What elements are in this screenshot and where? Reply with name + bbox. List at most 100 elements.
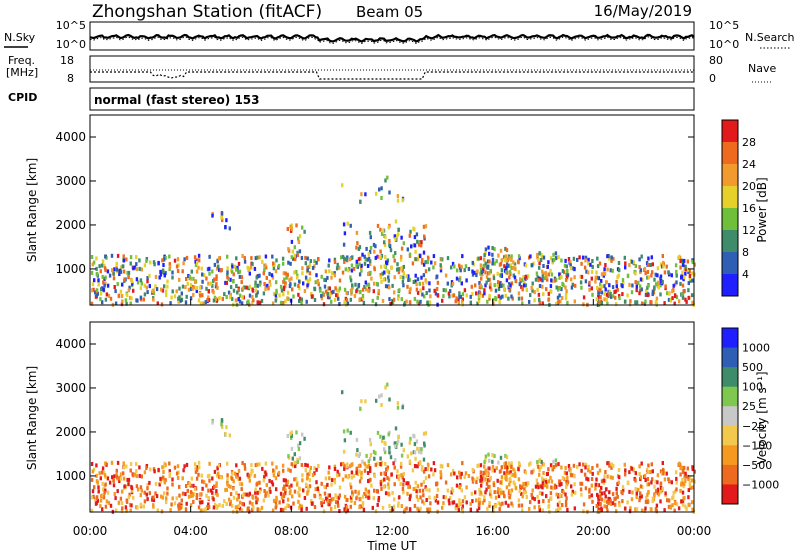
power-echo-cell-1039	[139, 286, 142, 291]
velocity-echo-cell-850	[649, 470, 652, 474]
power-echo-cell-1122	[271, 301, 275, 306]
velocity-echo-cell-465	[455, 503, 458, 508]
power-colorbar-swatch-6	[722, 252, 738, 275]
velocity-echo-cell-1042	[217, 463, 221, 468]
velocity-echo-cell-1093	[231, 471, 234, 476]
velocity-echo-cell-1082	[197, 505, 201, 510]
power-echo-cell-921	[444, 288, 447, 293]
power-echo-cell-827	[282, 292, 285, 297]
power-echo-cell-1171	[129, 301, 132, 306]
velocity-echo-cell-884	[320, 503, 324, 508]
velocity-echo-cell-662	[587, 468, 590, 473]
power-echo-cell-866	[223, 292, 226, 297]
velocity-echo-cell-187	[643, 473, 647, 478]
velocity-echo-cell-649	[573, 482, 576, 487]
power-echo-cell-1277	[217, 264, 220, 269]
velocity-echo-cell-1451	[549, 491, 553, 496]
velocity-echo-cell-943	[519, 484, 522, 489]
velocity-echo-cell-133	[248, 478, 251, 483]
power-echo-cell-1085	[198, 258, 201, 263]
power-echo-cell-1234	[661, 254, 664, 258]
power-echo-cell-902	[538, 261, 541, 266]
power-echo-cell-1437	[368, 250, 372, 254]
velocity-echo-cell-1320	[355, 466, 359, 471]
velocity-echo-cell-924	[256, 481, 260, 486]
velocity-colorbar-swatch-5	[722, 425, 738, 446]
power-echo-cell-162	[282, 301, 285, 305]
power-echo-cell-612	[214, 284, 218, 289]
power-echo-cell-592	[561, 269, 565, 273]
velocity-echo-cell-857	[626, 481, 630, 486]
power-echo-cell-1040	[477, 256, 480, 261]
power-echo-cell-1280	[135, 267, 138, 272]
velocity-echo-cell-688	[471, 479, 475, 484]
velocity-colorbar-swatch-8	[722, 484, 738, 505]
power-echo-cell-1305	[534, 277, 538, 282]
power-echo-cell-1273	[99, 269, 102, 274]
velocity-echo-cell-559	[212, 497, 215, 502]
velocity-echo-cell-755	[691, 485, 694, 490]
power-echo-cell-1236	[606, 254, 609, 259]
velocity-echo-cell-860	[251, 495, 255, 500]
power-echo-cell-1566	[341, 183, 344, 188]
power-echo-cell-895	[587, 270, 590, 275]
power-echo-cell-1044	[611, 268, 614, 273]
power-echo-cell-623	[301, 271, 304, 276]
velocity-echo-cell-495	[659, 499, 662, 504]
power-echo-cell-418	[287, 260, 290, 265]
power-echo-cell-1119	[573, 266, 576, 271]
power-echo-cell-1134	[401, 279, 405, 284]
velocity-echo-cell-416	[256, 462, 259, 467]
velocity-echo-cell-961	[490, 494, 493, 499]
velocity-echo-cell-1375	[392, 461, 395, 466]
power-echo-cell-910	[565, 275, 569, 280]
power-echo-cell-1229	[97, 278, 100, 283]
power-echo-cell-1283	[582, 302, 585, 307]
power-echo-cell-987	[293, 270, 296, 275]
velocity-echo-cell-1241	[237, 504, 240, 508]
velocity-echo-cell-221	[271, 482, 275, 487]
velocity-echo-cell-1205	[361, 500, 365, 505]
velocity-colorbar-tick-7: −1000	[742, 478, 779, 491]
velocity-echo-cell-92	[366, 489, 369, 494]
power-echo-cell-1549	[596, 285, 599, 290]
velocity-echo-cell-933	[106, 490, 110, 495]
power-echo-cell-1488	[483, 263, 486, 268]
power-echo-cell-1341	[224, 225, 227, 229]
power-echo-cell-1440	[367, 252, 370, 257]
power-echo-cell-980	[429, 294, 432, 299]
power-echo-cell-808	[298, 296, 302, 301]
velocity-echo-cell-763	[265, 472, 268, 477]
velocity-echo-cell-1041	[451, 488, 455, 493]
power-echo-cell-535	[557, 255, 560, 260]
power-echo-cell-81	[570, 277, 573, 282]
power-echo-cell-192	[420, 275, 423, 280]
velocity-echo-cell-1291	[101, 466, 105, 471]
power-echo-cell-1511	[512, 265, 515, 270]
power-echo-cell-544	[600, 279, 603, 283]
velocity-echo-cell-1512	[517, 498, 521, 503]
velocity-echo-cell-560	[641, 485, 644, 489]
power-echo-cell-1250	[414, 257, 417, 262]
power-echo-cell-1298	[300, 300, 303, 305]
power-echo-cell-1224	[510, 257, 513, 262]
power-echo-cell-1270	[650, 300, 653, 305]
velocity-echo-cell-284	[99, 498, 103, 503]
power-echo-cell-1376	[342, 222, 346, 227]
velocity-echo-cell-1108	[685, 506, 688, 511]
power-echo-cell-1038	[115, 261, 118, 266]
velocity-echo-cell-746	[303, 496, 307, 500]
velocity-echo-cell-1231	[426, 467, 430, 472]
power-echo-cell-1053	[397, 294, 400, 299]
power-echo-cell-1387	[408, 233, 411, 238]
velocity-echo-cell-637	[204, 507, 207, 512]
velocity-echo-cell-700	[391, 507, 395, 512]
power-echo-cell-1105	[357, 257, 361, 262]
velocity-echo-cell-408	[386, 476, 389, 480]
velocity-echo-cell-1103	[678, 461, 681, 466]
power-echo-cell-1012	[316, 280, 319, 284]
power-echo-cell-1048	[683, 258, 686, 263]
velocity-echo-cell-553	[461, 499, 465, 504]
power-echo-cell-699	[195, 289, 198, 293]
velocity-echo-cell-141	[691, 467, 694, 472]
